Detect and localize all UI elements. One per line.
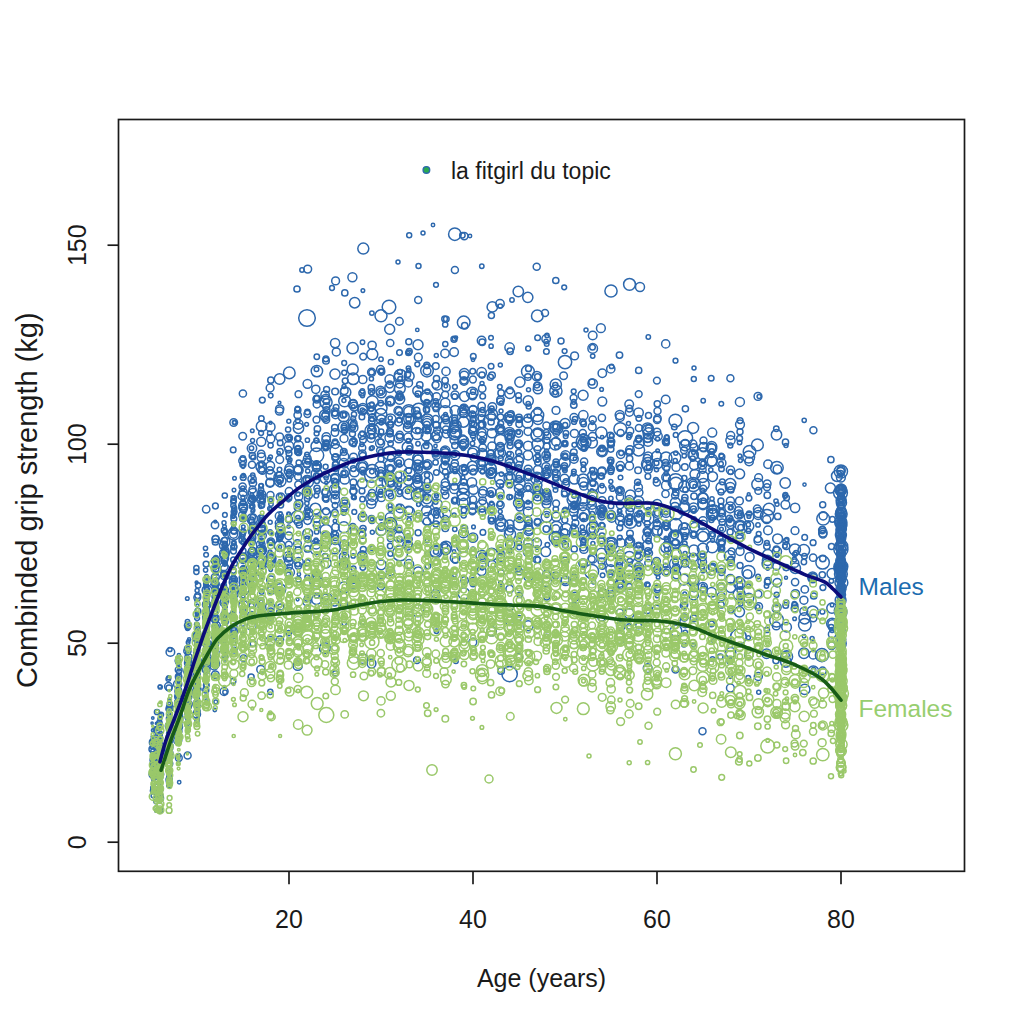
svg-text:20: 20 [275, 905, 303, 933]
svg-text:Combinded grip strength (kg): Combinded grip strength (kg) [11, 312, 43, 688]
svg-text:50: 50 [63, 629, 91, 657]
svg-text:60: 60 [643, 905, 671, 933]
svg-text:Males: Males [859, 573, 924, 600]
svg-text:40: 40 [459, 905, 487, 933]
svg-text:la fitgirl du topic: la fitgirl du topic [451, 158, 611, 184]
svg-text:80: 80 [827, 905, 855, 933]
svg-text:100: 100 [63, 423, 91, 465]
svg-text:150: 150 [63, 224, 91, 266]
svg-text:Females: Females [859, 695, 953, 722]
svg-text:Age (years): Age (years) [477, 964, 606, 992]
svg-text:0: 0 [63, 835, 91, 849]
